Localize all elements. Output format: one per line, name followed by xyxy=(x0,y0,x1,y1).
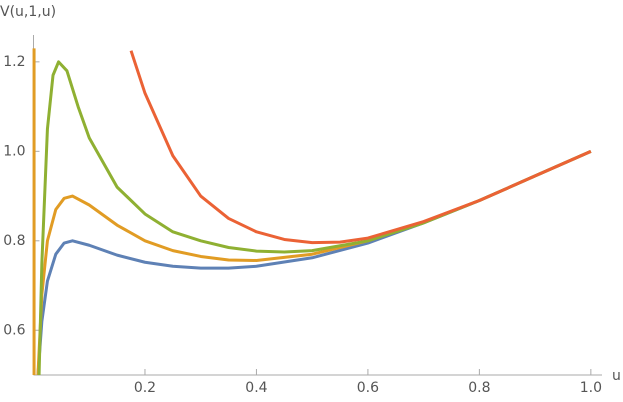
y-tick-label: 0.8 xyxy=(3,233,25,249)
x-axis-label: u xyxy=(612,368,621,384)
y-tick-label: 0.6 xyxy=(3,322,25,338)
line-series xyxy=(129,50,592,245)
line-series xyxy=(36,149,592,376)
x-tick-label: 0.2 xyxy=(134,380,156,396)
x-tick-label: 0.6 xyxy=(357,380,379,396)
x-tick-label: 0.8 xyxy=(468,380,490,396)
y-axis-label: V(u,1,u) xyxy=(0,4,56,20)
line-series xyxy=(36,149,592,376)
y-tick-label: 1.2 xyxy=(3,54,25,70)
y-tick-label: 1.0 xyxy=(3,143,25,159)
line-series xyxy=(37,60,592,376)
x-tick-label: 0.4 xyxy=(245,380,267,396)
x-tick-label: 1.0 xyxy=(580,380,602,396)
